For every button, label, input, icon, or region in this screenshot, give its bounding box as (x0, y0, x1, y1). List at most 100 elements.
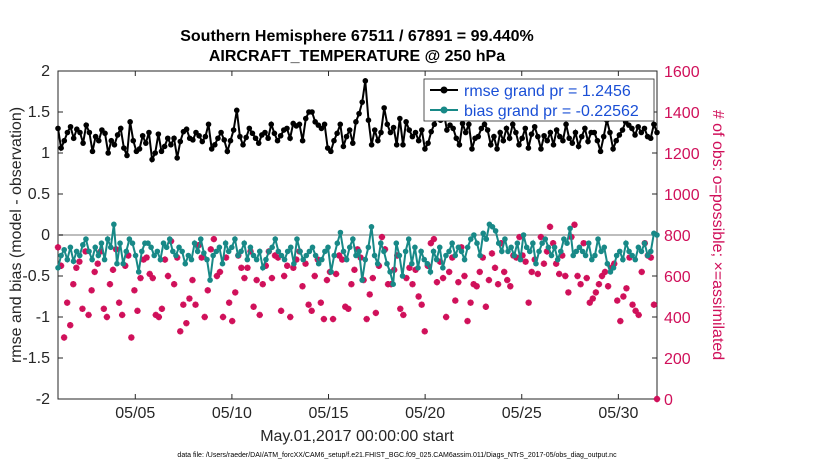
obs-count-point (647, 254, 655, 261)
data-point (604, 260, 611, 267)
right-y-tick-label: 1600 (664, 64, 700, 81)
obs-count-point (82, 248, 89, 255)
obs-count-point (274, 254, 282, 261)
obs-count-point (256, 311, 263, 319)
data-point (412, 244, 418, 251)
data-point (182, 260, 189, 267)
data-point (271, 130, 278, 137)
data-point (365, 244, 372, 251)
obs-count-point (461, 272, 468, 280)
data-point (514, 240, 521, 246)
data-point (459, 120, 466, 127)
data-point (381, 105, 387, 111)
obs-count-point (348, 281, 355, 288)
obs-count-point (268, 274, 276, 282)
obs-count-point (320, 315, 328, 323)
data-point (158, 148, 165, 155)
obs-count-point (528, 268, 535, 276)
data-point (328, 269, 334, 275)
data-point (572, 129, 579, 136)
data-point (613, 137, 620, 144)
data-point (569, 140, 576, 146)
obs-count-point (632, 307, 639, 315)
obs-count-point (213, 272, 221, 280)
data-point (570, 252, 577, 259)
chart-title: Southern Hemisphere 67511 / 67891 = 99.4… (180, 28, 534, 45)
obs-count-point (574, 272, 581, 280)
data-point (557, 248, 564, 255)
data-point (306, 248, 313, 255)
y-tick-label: 0 (41, 227, 50, 244)
data-point (117, 240, 123, 246)
right-y-tick-label: 200 (664, 351, 691, 368)
obs-count-point (525, 299, 532, 306)
data-point (368, 224, 375, 230)
data-point (368, 142, 375, 148)
data-point (654, 129, 660, 136)
data-point (89, 148, 96, 155)
data-point (346, 127, 353, 133)
data-point (86, 129, 93, 136)
data-point (212, 142, 218, 148)
data-point (409, 133, 416, 140)
obs-count-point (204, 287, 211, 294)
data-point (146, 129, 152, 136)
data-point (446, 248, 452, 255)
data-point (77, 129, 83, 136)
obs-count-point (253, 276, 260, 284)
obs-count-point (363, 315, 370, 323)
obs-count-point (556, 270, 563, 278)
data-point (284, 248, 291, 255)
obs-count-point (562, 272, 569, 280)
obs-count-point (598, 272, 606, 280)
obs-count-point (589, 295, 597, 302)
data-point (340, 248, 347, 255)
data-point (164, 135, 171, 142)
x-tick-label: 05/30 (598, 405, 638, 422)
data-point (321, 121, 328, 128)
data-point (550, 142, 557, 148)
data-point (350, 236, 356, 242)
data-point (300, 256, 306, 263)
data-point (207, 277, 213, 283)
data-point (647, 248, 654, 255)
data-point (353, 119, 359, 125)
data-point (111, 221, 117, 228)
data-point (629, 125, 635, 132)
data-point (149, 156, 155, 163)
y-tick-label: -1 (36, 309, 50, 326)
obs-count-point (421, 328, 428, 335)
data-point (121, 145, 127, 151)
data-point (523, 244, 530, 251)
y-tick-label: -2 (36, 391, 50, 408)
data-point (114, 132, 121, 138)
data-point (61, 137, 68, 144)
obs-count-point (250, 303, 257, 310)
data-point (343, 133, 350, 140)
data-point (592, 252, 598, 259)
data-point (218, 129, 224, 136)
obs-count-point (94, 260, 101, 267)
data-point (170, 248, 176, 255)
data-point (302, 115, 309, 122)
obs-count-point (118, 311, 126, 319)
data-point (256, 248, 263, 255)
data-point (567, 225, 573, 232)
data-point (616, 248, 623, 255)
data-point (92, 244, 99, 251)
data-point (64, 129, 71, 136)
obs-count-point (577, 281, 584, 288)
obs-count-point (534, 270, 542, 278)
obs-count-point (433, 278, 441, 286)
data-point (129, 240, 136, 246)
obs-count-point (369, 274, 376, 282)
data-point (464, 244, 471, 251)
data-point (381, 248, 387, 255)
data-point (428, 128, 434, 135)
data-point (425, 140, 431, 146)
data-point (591, 129, 598, 136)
data-point (495, 240, 502, 246)
data-point (576, 244, 583, 251)
data-point (177, 138, 184, 145)
